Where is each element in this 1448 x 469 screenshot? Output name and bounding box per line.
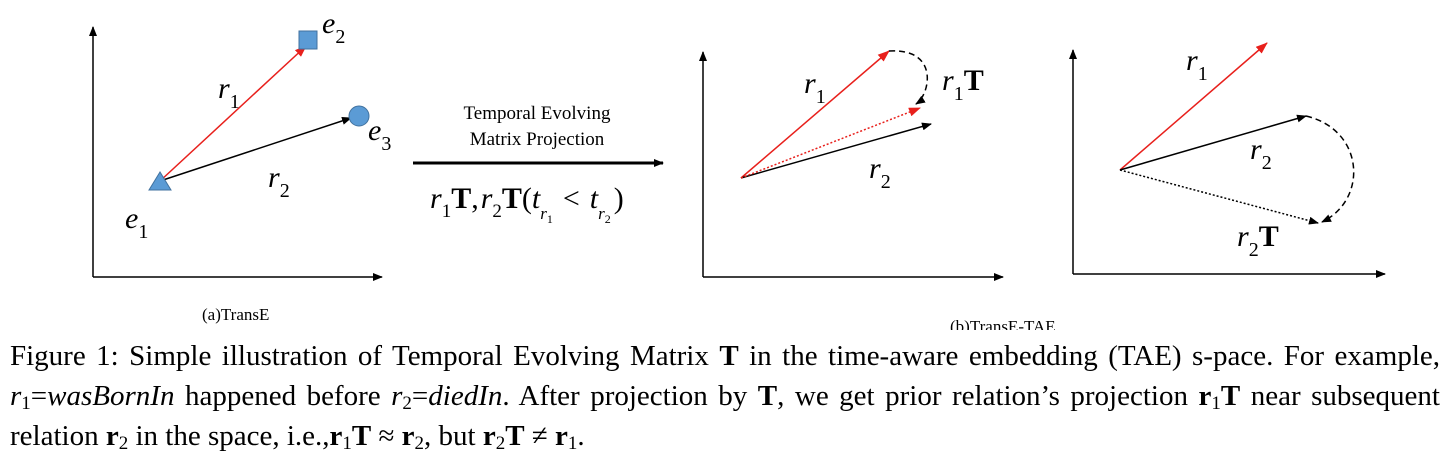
caption-after-projection: . After projection by [502,380,758,412]
r1-arrow [740,50,890,179]
caption-prefix: Figure 1: Simple illustration of Tempora… [10,340,720,372]
r1-label: r1 [1186,44,1208,85]
caption-neq: ≠ [524,420,555,452]
r2-arrow [740,122,932,179]
caption-r1-symbol: r [10,380,22,412]
caption-happened-before: happened before [174,380,392,412]
panel-b-right: r1 r2 r2T (b)TransE-TAE [950,42,1386,330]
r1T-label: r1T [942,64,984,105]
e3-label: e3 [368,114,391,155]
caption-eq-r1T-T: T [351,420,372,452]
caption-matrix-T-2: T [757,380,778,412]
e1-label: e1 [125,202,148,243]
evolution-curve [888,50,929,105]
caption-end: . [577,420,585,452]
caption-eq2: = [411,380,429,412]
r2-label: r2 [869,152,891,193]
e2-label: e2 [322,7,345,48]
transition-label-line1: Temporal Evolving [464,103,611,124]
caption-r2-bold: r [105,420,119,452]
r2T-label: r2T [1237,220,1279,261]
caption-r1T-sub: 1 [1211,393,1221,414]
r1-arrow [159,45,307,182]
diagram: e2 e3 e1 r1 r2 (a)TransE Temporal Evolvi… [89,7,1386,330]
r2-arrow [1119,114,1307,171]
projection-formula: r1T,r2T(tr1< tr2) [430,182,624,226]
r2-label: r2 [268,161,290,202]
r1-label: r1 [218,72,240,113]
caption-after-T: in the time-aware embedding (TAE) s-pace… [738,340,1440,372]
e2-square-marker [298,30,318,50]
caption-neq-r2T-sub: 2 [495,433,506,454]
caption-neq-r1-sub: 1 [567,433,578,454]
caption-we-get: , we get prior relation’s projection [777,380,1199,412]
evolution-curve [1305,115,1355,223]
r1-arrow [1119,42,1268,171]
panel-b-caption: (b)TransE-TAE [950,317,1056,330]
caption-eq-r2-sub: 2 [414,433,425,454]
r1T-projection-arrow [740,107,921,179]
caption-r2-bold-sub: 2 [118,433,129,454]
caption-near: near subsequent relation [10,380,1440,452]
caption-eq1: = [30,380,48,412]
caption-matrix-T: T [719,340,739,372]
r2-arrow [159,117,352,182]
panel-a-caption: (a)TransE [202,305,269,324]
panel-a: e2 e3 e1 r1 r2 (a)TransE [89,7,391,324]
caption-neq-r2T-r: r [482,420,496,452]
r1-label: r1 [804,67,826,108]
r2T-projection-arrow [1119,169,1319,225]
caption-but: , but [424,420,483,452]
caption-r1T-r: r [1198,380,1212,412]
caption-eq-r1T-sub: 1 [342,433,352,454]
caption-r2-sub: 2 [402,393,412,414]
caption-neq-r1-r: r [555,420,568,452]
transition: Temporal Evolving Matrix Projection r1T,… [413,103,664,226]
caption-r1-sub: 1 [21,393,31,414]
caption-r1T-T: T [1220,380,1241,412]
panel-b-left: r1 r2 r1T [699,50,1004,281]
caption-died-in: diedIn [428,380,503,412]
transition-label-line2: Matrix Projection [470,129,605,150]
e3-circle-marker [348,105,370,127]
caption-approx: ≈ [371,420,402,452]
caption-eq-r1T-r: r [329,420,343,452]
caption-r2-symbol: r [391,380,403,412]
e1-triangle-marker [148,171,172,191]
caption-in-space: in the space, i.e., [128,420,330,452]
figure-caption: Figure 1: Simple illustration of Tempora… [10,336,1440,456]
caption-was-born-in: wasBornIn [47,380,175,412]
caption-neq-r2T-T: T [505,420,525,452]
caption-eq-r2-r: r [401,420,415,452]
r2-label: r2 [1250,133,1272,174]
